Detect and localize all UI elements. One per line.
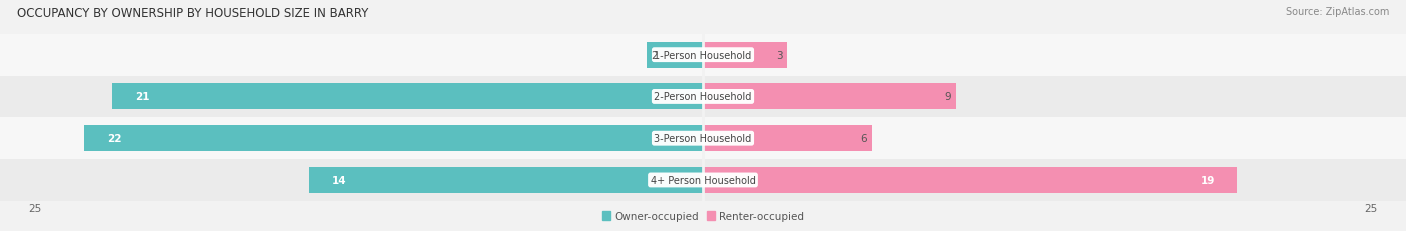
Bar <box>703 167 1237 193</box>
Text: 3: 3 <box>776 50 783 61</box>
Bar <box>309 167 703 193</box>
Text: 19: 19 <box>1201 175 1215 185</box>
Bar <box>0 159 1406 201</box>
Text: OCCUPANCY BY OWNERSHIP BY HOUSEHOLD SIZE IN BARRY: OCCUPANCY BY OWNERSHIP BY HOUSEHOLD SIZE… <box>17 7 368 20</box>
Text: 9: 9 <box>945 92 952 102</box>
Text: 1-Person Household: 1-Person Household <box>654 50 752 61</box>
Bar <box>647 43 703 68</box>
Text: 25: 25 <box>28 204 41 213</box>
Text: Source: ZipAtlas.com: Source: ZipAtlas.com <box>1285 7 1389 17</box>
Bar <box>703 126 872 152</box>
Text: 22: 22 <box>107 134 121 144</box>
Text: 6: 6 <box>860 134 868 144</box>
Bar <box>0 118 1406 159</box>
Bar <box>0 76 1406 118</box>
Legend: Owner-occupied, Renter-occupied: Owner-occupied, Renter-occupied <box>598 207 808 225</box>
Bar <box>0 35 1406 76</box>
Text: 25: 25 <box>1365 204 1378 213</box>
Text: 21: 21 <box>135 92 149 102</box>
Bar <box>112 84 703 110</box>
Text: 3-Person Household: 3-Person Household <box>654 134 752 144</box>
Bar <box>703 43 787 68</box>
Text: 2-Person Household: 2-Person Household <box>654 92 752 102</box>
Text: 2: 2 <box>651 50 658 61</box>
Text: 4+ Person Household: 4+ Person Household <box>651 175 755 185</box>
Bar <box>703 84 956 110</box>
Bar <box>84 126 703 152</box>
Text: 14: 14 <box>332 175 346 185</box>
